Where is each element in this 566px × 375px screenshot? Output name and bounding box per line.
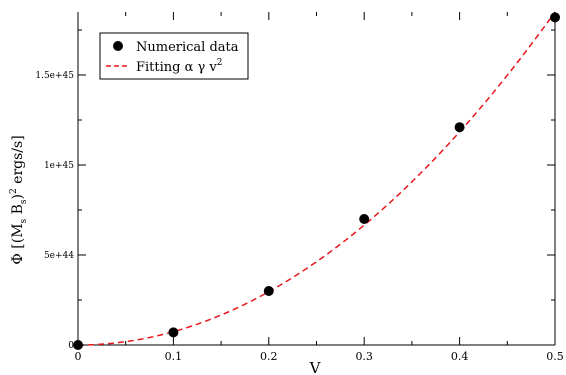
legend-label-numerical: Numerical data: [136, 40, 239, 55]
legend-box: [99, 32, 249, 80]
x-tick-label: 0.5: [546, 350, 564, 363]
x-tick-label: 0.1: [165, 350, 183, 363]
y-tick-label: 1.5e+45: [35, 71, 74, 81]
y-tick-label: 1e+45: [44, 161, 74, 171]
fit-line: [77, 11, 556, 346]
legend-label-fitting-sup: 2: [217, 58, 223, 68]
y-label-prefix: Φ [(M: [10, 223, 26, 264]
x-tick-label: 0: [75, 350, 82, 363]
y-label-suffix: ergs/s]: [10, 135, 26, 188]
y-tick-label: 0: [68, 341, 74, 351]
x-ticks: 0 0.1 0.2 0.3 0.4 0.5: [75, 12, 564, 363]
legend-label-fitting-main: Fitting α γ v: [136, 60, 217, 75]
fit-series: [77, 11, 556, 346]
x-tick-label: 0.4: [451, 350, 469, 363]
data-point: [454, 122, 465, 133]
legend-marker-numerical: [113, 41, 123, 51]
y-label-sup: 2: [9, 188, 19, 194]
x-tick-label: 0.3: [355, 350, 373, 363]
data-point: [263, 286, 274, 296]
y-label-mid: B: [10, 204, 26, 219]
y-label-sub2: s: [19, 199, 29, 204]
x-tick-label: 0.2: [260, 350, 278, 363]
y-axis-label: Φ [(Ms Bs)2 ergs/s]: [9, 135, 29, 264]
data-point: [359, 214, 370, 224]
y-label-sub1: s: [19, 218, 29, 223]
legend-label-fitting: Fitting α γ v2: [136, 58, 223, 75]
data-point: [168, 327, 179, 338]
y-ticks: 0 5e+44 1e+45 1.5e+45: [35, 29, 555, 351]
data-points: [73, 12, 560, 350]
x-axis-label: V: [309, 359, 322, 375]
y-label-close: ): [10, 194, 26, 199]
y-tick-label: 5e+44: [44, 251, 74, 261]
legend: Numerical data Fitting α γ v2: [99, 32, 249, 80]
